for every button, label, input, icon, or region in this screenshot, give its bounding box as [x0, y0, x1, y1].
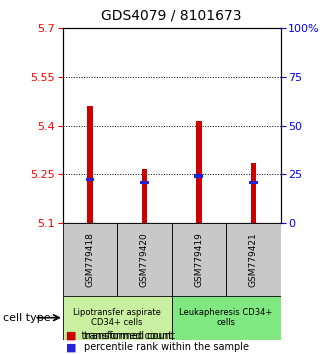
- Bar: [87, 106, 93, 223]
- Text: GSM779421: GSM779421: [249, 232, 258, 287]
- Bar: [172, 296, 280, 340]
- Text: GSM779420: GSM779420: [140, 232, 149, 287]
- Text: percentile rank within the sample: percentile rank within the sample: [84, 342, 249, 352]
- Text: ■: ■: [66, 331, 77, 341]
- Text: Leukapheresis CD34+
cells: Leukapheresis CD34+ cells: [180, 308, 273, 327]
- Text: GDS4079 / 8101673: GDS4079 / 8101673: [101, 9, 242, 23]
- Text: ■  transformed count: ■ transformed count: [66, 331, 172, 341]
- Bar: [142, 170, 147, 223]
- Bar: [63, 296, 172, 340]
- Text: ■: ■: [66, 342, 77, 352]
- Text: cell type: cell type: [3, 313, 51, 322]
- Text: transformed count: transformed count: [84, 331, 175, 341]
- Bar: [249, 181, 258, 184]
- Bar: [140, 181, 149, 184]
- Bar: [226, 223, 280, 296]
- Bar: [117, 223, 172, 296]
- Bar: [194, 175, 203, 178]
- Text: GSM779419: GSM779419: [194, 232, 203, 287]
- Bar: [250, 163, 256, 223]
- Bar: [196, 121, 202, 223]
- Text: GSM779418: GSM779418: [85, 232, 94, 287]
- Text: Lipotransfer aspirate
CD34+ cells: Lipotransfer aspirate CD34+ cells: [73, 308, 161, 327]
- Bar: [63, 223, 117, 296]
- Bar: [85, 178, 94, 181]
- Bar: [172, 223, 226, 296]
